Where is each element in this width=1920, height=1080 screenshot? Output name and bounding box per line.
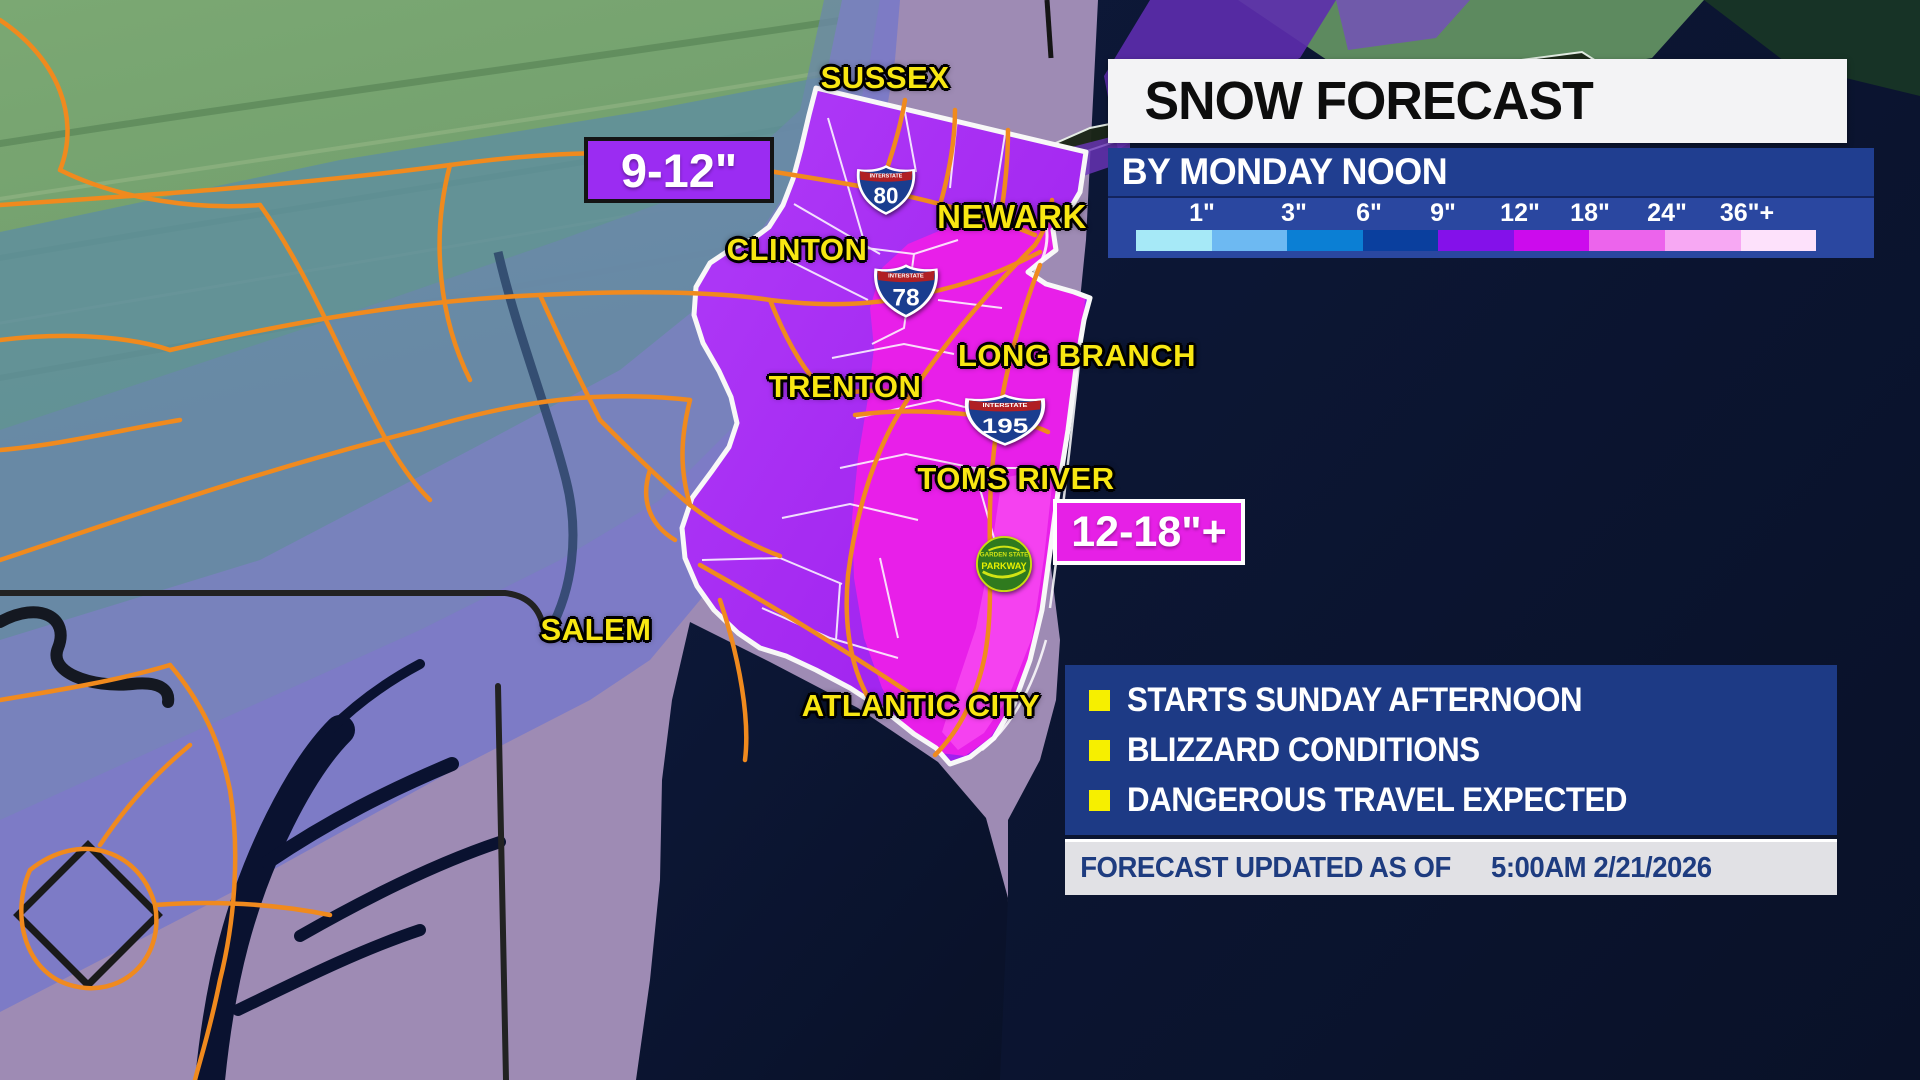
- legend-swatch: [1513, 230, 1590, 251]
- bullet-row: DANGEROUS TRAVEL EXPECTED: [1065, 781, 1837, 820]
- garden-state-parkway-shield: GARDEN STATE PARKWAY: [975, 535, 1033, 593]
- nj-outline: [679, 85, 1093, 767]
- delaware-bay: [636, 622, 1008, 1080]
- city-label-salem: SALEM: [540, 612, 652, 647]
- subtitle-banner: BY MONDAY NOON: [1108, 148, 1874, 196]
- legend-tick: 6": [1356, 199, 1382, 227]
- legend-swatch: [1589, 230, 1665, 251]
- update-label: FORECAST UPDATED AS OF: [1080, 852, 1451, 884]
- gsp-label: PARKWAY: [981, 561, 1026, 571]
- legend-tick: 3": [1281, 199, 1307, 227]
- legend-color-bar: [1136, 230, 1817, 251]
- city-label-clinton: CLINTON: [726, 232, 868, 267]
- snow-callout-9-12: 9-12": [584, 137, 774, 203]
- page-title: SNOW FORECAST: [1144, 71, 1593, 131]
- interstate-text: INTERSTATE: [870, 174, 903, 180]
- i78-shield: INTERSTATE 78: [871, 262, 941, 320]
- snow-legend: 1" 3" 6" 9" 12" 18" 24" 36"+: [1108, 196, 1874, 258]
- title-banner: SNOW FORECAST: [1108, 59, 1847, 143]
- snow-callout-12-18-label: 12-18"+: [1071, 507, 1227, 556]
- legend-swatch: [1740, 230, 1817, 251]
- i195-shield: INTERSTATE 195: [961, 392, 1049, 448]
- chesapeake-bay: [195, 659, 506, 1080]
- dc-diamond: [13, 840, 163, 990]
- legend-swatch: [1664, 230, 1741, 251]
- bullet-row: STARTS SUNDAY AFTERNOON: [1065, 681, 1837, 720]
- city-label-trenton: TRENTON: [768, 369, 922, 404]
- barrier-islands: [981, 205, 1084, 751]
- interstate-text: INTERSTATE: [888, 274, 924, 280]
- city-label-atlantic-city: ATLANTIC CITY: [801, 688, 1041, 723]
- legend-tick: 1": [1189, 199, 1215, 227]
- i195-number: 195: [982, 415, 1029, 438]
- legend-tick: 24": [1647, 199, 1687, 227]
- forecast-highlights-panel: STARTS SUNDAY AFTERNOON BLIZZARD CONDITI…: [1065, 665, 1837, 835]
- legend-tick: 36"+: [1719, 199, 1775, 227]
- legend-tick: 9": [1430, 199, 1456, 227]
- legend-swatch: [1136, 230, 1212, 251]
- legend-swatch: [1211, 230, 1288, 251]
- snow-callout-9-12-label: 9-12": [620, 143, 738, 197]
- legend-tick: 18": [1570, 199, 1610, 227]
- i78-number: 78: [892, 285, 919, 312]
- city-label-sussex: SUSSEX: [820, 60, 950, 95]
- legend-swatch: [1438, 230, 1514, 251]
- i80-shield: INTERSTATE 80: [854, 163, 918, 217]
- bullet-square-icon: [1089, 739, 1110, 761]
- gsp-top-text: GARDEN STATE: [980, 551, 1029, 558]
- city-label-toms-river: TOMS RIVER: [917, 461, 1115, 496]
- state-borders: [0, 590, 547, 1080]
- legend-swatch: [1287, 230, 1363, 251]
- forecast-update-bar: FORECAST UPDATED AS OF 5:00AM 2/21/2026: [1065, 839, 1837, 895]
- bullet-square-icon: [1089, 689, 1110, 711]
- bullet-text: DANGEROUS TRAVEL EXPECTED: [1127, 780, 1628, 819]
- city-label-newark: NEWARK: [937, 198, 1087, 235]
- snow-callout-12-18: 12-18"+: [1053, 499, 1245, 565]
- bullet-text: STARTS SUNDAY AFTERNOON: [1127, 680, 1583, 719]
- bullet-row: BLIZZARD CONDITIONS: [1065, 731, 1837, 770]
- subtitle-text: BY MONDAY NOON: [1121, 151, 1448, 192]
- interstate-text: INTERSTATE: [983, 403, 1029, 409]
- bullet-square-icon: [1089, 789, 1110, 811]
- legend-tick: 12": [1500, 199, 1540, 227]
- i80-number: 80: [874, 183, 899, 208]
- update-timestamp: 5:00AM 2/21/2026: [1491, 852, 1712, 884]
- legend-swatch: [1362, 230, 1439, 251]
- city-label-long-branch: LONG BRANCH: [958, 338, 1196, 373]
- bullet-text: BLIZZARD CONDITIONS: [1127, 730, 1480, 769]
